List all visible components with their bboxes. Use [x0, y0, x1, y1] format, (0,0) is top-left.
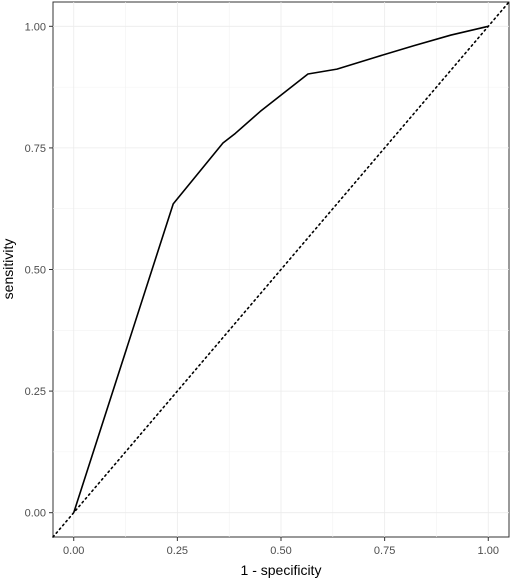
y-tick-label: 0.25 — [25, 386, 46, 398]
reference-diagonal-line — [52, 1, 510, 538]
y-tick-label: 0.50 — [25, 265, 46, 277]
x-axis: 0.00 0.25 0.50 0.75 1.00 — [63, 537, 499, 557]
x-tick-label: 0.50 — [270, 545, 291, 557]
series-layer — [52, 1, 510, 538]
roc-curve-line — [72, 25, 489, 513]
x-tick-label: 1.00 — [478, 545, 499, 557]
x-tick-label: 0.75 — [374, 545, 395, 557]
y-tick-label: 0.00 — [25, 508, 46, 520]
y-tick-label: 1.00 — [25, 21, 46, 33]
y-axis-title: sensitivity — [0, 239, 16, 300]
y-axis: 0.00 0.25 0.50 0.75 1.00 — [25, 21, 53, 520]
y-tick-label: 0.75 — [25, 143, 46, 155]
x-tick-label: 0.25 — [167, 545, 188, 557]
x-axis-title: 1 - specificity — [241, 562, 322, 578]
x-tick-label: 0.00 — [63, 545, 84, 557]
major-gridlines — [53, 2, 509, 537]
